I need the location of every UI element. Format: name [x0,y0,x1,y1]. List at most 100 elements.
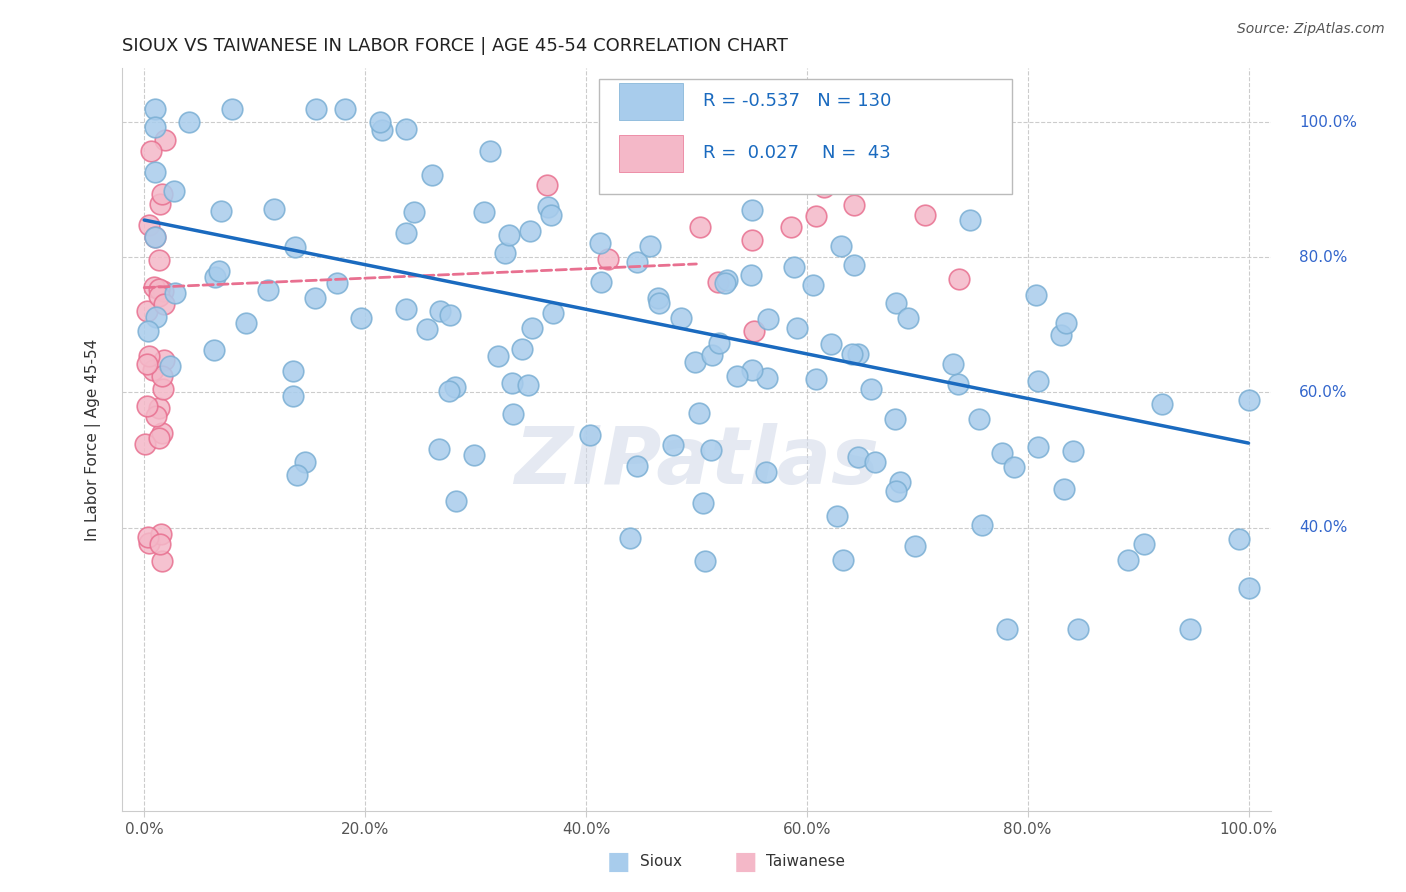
Point [335,102,357,116]
Point [148,281,170,295]
Point [437,384,460,399]
Text: R = -0.537   N = 130: R = -0.537 N = 130 [703,93,891,111]
Point [700,442,723,457]
Point [832,553,855,567]
Point [152,382,174,396]
Point [153,297,176,311]
Point [138,324,160,338]
Text: Taiwanese: Taiwanese [766,855,845,869]
Point [804,372,827,386]
Point [150,187,173,202]
Point [1237,581,1260,595]
Point [285,468,308,483]
Point [149,537,172,551]
Point [1002,459,1025,474]
Point [741,233,763,247]
Point [498,228,520,243]
Point [143,229,166,244]
Point [304,102,326,116]
Point [501,376,523,390]
Point [479,144,502,158]
Point [886,295,908,310]
Point [578,428,600,442]
Point [138,219,160,233]
Point [149,527,172,541]
Point [889,475,911,489]
FancyBboxPatch shape [620,135,682,172]
Point [946,376,969,391]
Point [669,311,692,326]
Point [647,292,669,306]
Point [841,347,863,361]
Point [692,496,714,510]
Point [1152,397,1174,411]
Point [991,446,1014,460]
Point [638,239,661,253]
Text: SIOUX VS TAIWANESE IN LABOR FORCE | AGE 45-54 CORRELATION CHART: SIOUX VS TAIWANESE IN LABOR FORCE | AGE … [122,37,787,55]
Point [848,347,870,361]
Point [783,260,806,275]
Point [519,224,541,238]
Point [494,246,516,260]
Point [148,289,170,303]
Point [948,271,970,285]
Point [429,304,451,318]
Text: 60.0%: 60.0% [1299,384,1348,400]
Point [204,343,226,357]
Point [136,530,159,544]
Point [235,317,257,331]
Point [150,554,173,568]
Point [371,123,394,137]
Point [942,357,965,371]
Point [281,364,304,378]
Point [143,120,166,135]
Point [1178,622,1201,636]
Point [904,539,927,553]
Point [662,438,685,452]
Point [683,355,706,369]
Point [754,465,776,479]
Point [1026,441,1049,455]
Point [842,258,865,272]
FancyBboxPatch shape [620,83,682,120]
Point [742,324,765,338]
Point [486,349,509,363]
Point [444,380,467,394]
Point [725,369,748,384]
Point [138,349,160,363]
Point [136,357,159,371]
Point [163,184,186,198]
Point [439,309,461,323]
Point [159,359,181,374]
Point [326,276,349,290]
Point [914,208,936,222]
Point [801,278,824,293]
Point [589,275,612,289]
Point [619,531,641,545]
Point [786,320,808,334]
Point [427,442,450,456]
Point [136,303,159,318]
Point [884,484,907,499]
Point [281,388,304,402]
Point [825,508,848,523]
Point [152,284,174,298]
Point [516,377,538,392]
Point [741,363,763,377]
Point [860,382,883,396]
Point [716,273,738,287]
Point [134,437,156,451]
Point [820,337,842,351]
Point [148,401,170,415]
Point [970,517,993,532]
Point [806,210,828,224]
Point [863,455,886,469]
Point [446,494,468,508]
FancyBboxPatch shape [599,79,1012,194]
Point [588,236,610,251]
Point [598,252,620,267]
Point [142,362,165,376]
Point [707,336,730,351]
Point [510,342,533,356]
Point [145,310,167,325]
